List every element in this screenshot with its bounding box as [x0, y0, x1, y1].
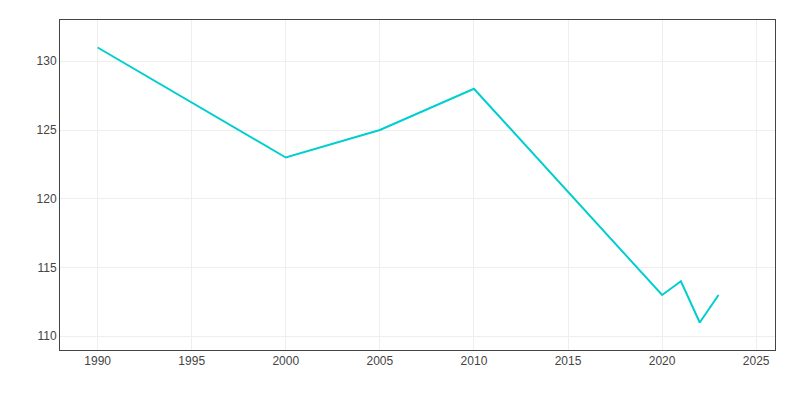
svg-text:1995: 1995: [178, 354, 205, 368]
svg-text:120: 120: [37, 192, 57, 206]
svg-text:2020: 2020: [649, 354, 676, 368]
svg-text:125: 125: [37, 123, 57, 137]
svg-text:1990: 1990: [84, 354, 111, 368]
svg-text:130: 130: [37, 54, 57, 68]
svg-text:2010: 2010: [461, 354, 488, 368]
svg-text:2025: 2025: [743, 354, 770, 368]
svg-text:2015: 2015: [555, 354, 582, 368]
svg-text:2000: 2000: [272, 354, 299, 368]
svg-text:2005: 2005: [367, 354, 394, 368]
svg-text:115: 115: [37, 261, 56, 275]
svg-text:110: 110: [37, 329, 56, 343]
